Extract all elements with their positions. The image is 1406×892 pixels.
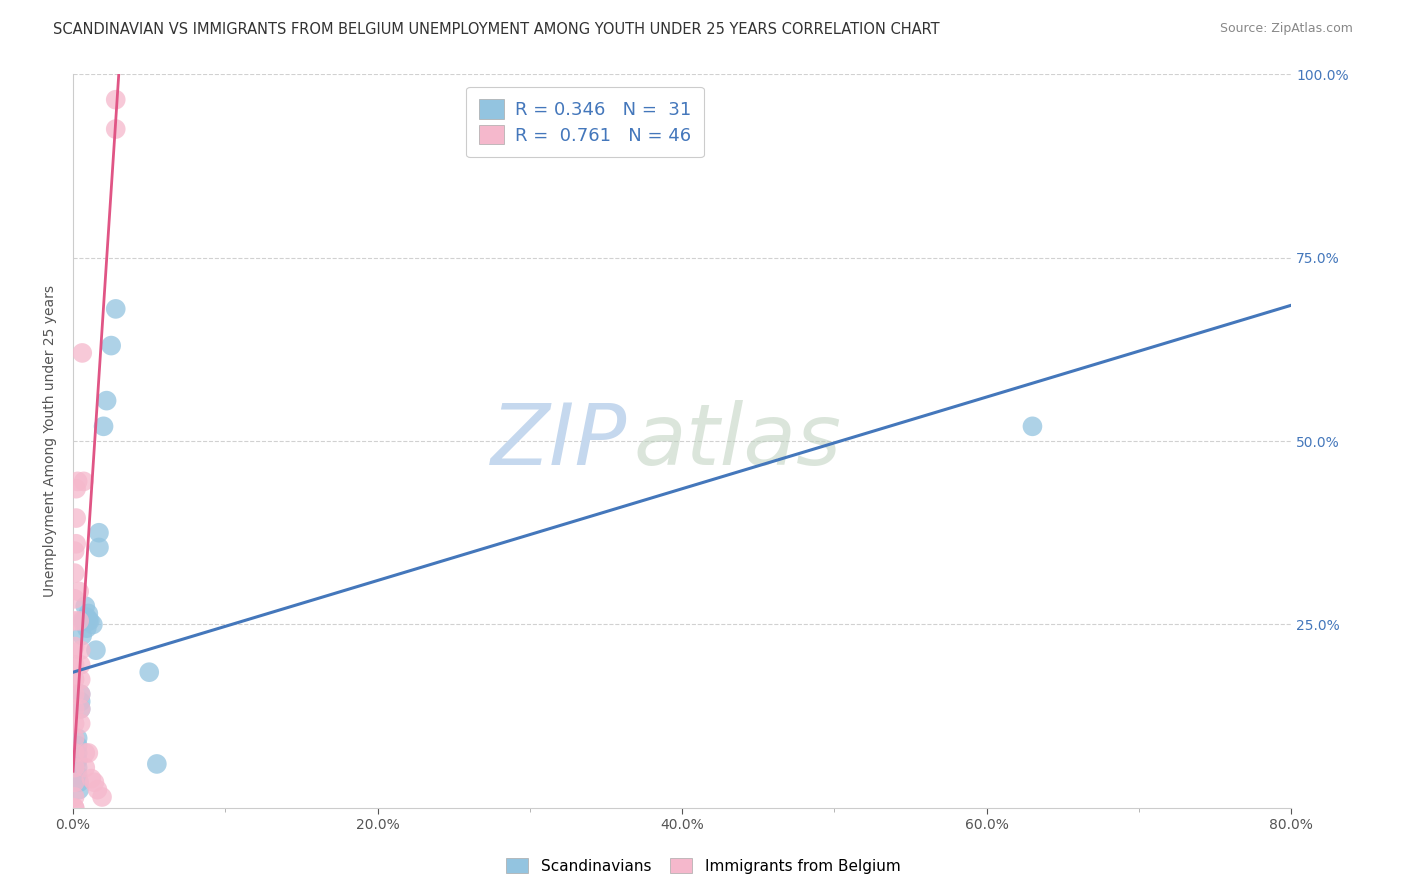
Point [66,768,89,782]
Point [83,775,105,789]
Point [104,93,127,107]
Point [69,643,91,657]
Point [79,614,101,628]
Point [77,614,100,628]
Point [63,657,86,672]
Point [63,640,86,654]
Point [84,643,107,657]
Point [63,591,86,606]
Point [86,782,108,797]
Point [63,801,86,815]
Point [63,544,86,558]
Point [80,772,103,786]
Point [63,775,86,789]
Point [63,673,86,687]
Point [75,599,97,614]
Point [82,617,104,632]
Point [96,393,118,408]
Text: SCANDINAVIAN VS IMMIGRANTS FROM BELGIUM UNEMPLOYMENT AMONG YOUTH UNDER 25 YEARS : SCANDINAVIAN VS IMMIGRANTS FROM BELGIUM … [53,22,941,37]
Point [66,475,89,489]
Point [100,338,122,352]
Point [65,482,87,496]
Point [104,122,127,136]
Point [69,673,91,687]
Point [69,687,91,701]
Point [66,739,89,753]
Point [77,607,100,621]
Point [87,525,110,540]
Point [73,614,96,628]
Point [70,614,93,628]
Point [70,628,93,642]
Point [63,801,86,815]
Point [1021,419,1043,434]
Point [63,614,86,628]
Point [66,761,89,775]
Text: atlas: atlas [634,400,841,483]
Point [63,702,86,716]
Point [63,789,86,804]
Point [93,419,115,434]
Point [63,761,86,775]
Point [66,731,89,746]
Point [75,746,97,760]
Point [67,584,90,599]
Point [70,346,93,360]
Point [87,541,110,555]
Point [65,537,87,551]
Point [63,731,86,746]
Point [69,687,91,701]
Point [69,702,91,716]
Point [73,475,96,489]
Point [69,716,91,731]
Text: ZIP: ZIP [491,400,627,483]
Point [66,753,89,767]
Point [67,782,90,797]
Point [69,657,91,672]
Point [66,746,89,760]
Y-axis label: Unemployment Among Youth under 25 years: Unemployment Among Youth under 25 years [44,285,58,597]
Point [75,761,97,775]
Point [67,614,90,628]
Point [69,702,91,716]
Legend: R = 0.346   N =  31, R =  0.761   N = 46: R = 0.346 N = 31, R = 0.761 N = 46 [465,87,703,157]
Text: Source: ZipAtlas.com: Source: ZipAtlas.com [1219,22,1353,36]
Point [76,621,98,635]
Point [77,746,100,760]
Point [65,511,87,525]
Point [63,566,86,581]
Point [67,775,90,789]
Point [104,301,127,316]
Point [76,610,98,624]
Point [146,756,169,771]
Point [91,789,114,804]
Point [63,687,86,701]
Point [63,746,86,760]
Point [138,665,160,680]
Point [69,695,91,709]
Legend: Scandinavians, Immigrants from Belgium: Scandinavians, Immigrants from Belgium [499,852,907,880]
Point [63,716,86,731]
